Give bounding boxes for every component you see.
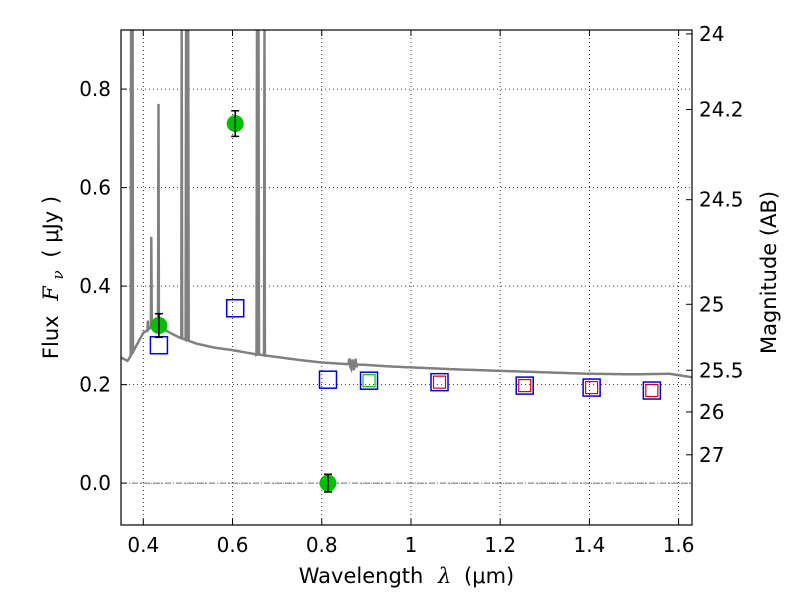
y2-tick-label: 27 <box>699 443 724 467</box>
y-tick-label: 0.4 <box>79 274 111 298</box>
y2-tick-label: 24 <box>699 22 724 46</box>
plot-area <box>121 30 692 379</box>
y-axis-label: Flux F ν ( μJy ) <box>39 196 68 359</box>
x-tick-label: 1.4 <box>573 533 605 557</box>
model-point-red <box>518 379 532 393</box>
y2-tick-label: 25.5 <box>699 358 744 382</box>
x-tick-label: 1.6 <box>663 533 695 557</box>
y-tick-label: 0.8 <box>79 77 111 101</box>
x-tick-label: 1.2 <box>484 533 516 557</box>
observed-point <box>150 312 168 339</box>
model-point-blue <box>642 381 662 400</box>
model-point-red <box>645 383 659 398</box>
model-point-blue <box>149 335 169 355</box>
observed-point <box>226 110 244 138</box>
model-point-blue <box>318 370 338 389</box>
model-point-blue <box>515 376 534 395</box>
data-points <box>149 110 662 493</box>
y2-tick-label: 24.2 <box>699 97 744 121</box>
x-tick-label: 0.4 <box>127 533 159 557</box>
model-point-blue <box>582 378 601 397</box>
y-tick-label: 0.6 <box>79 176 111 200</box>
x-tick-label: 1 <box>405 533 418 557</box>
axes-frame <box>120 29 693 526</box>
x-tick-label: 0.8 <box>306 533 338 557</box>
model-point-green <box>362 374 376 388</box>
y-tick-label: 0.2 <box>79 373 111 397</box>
model-point-blue <box>225 299 245 318</box>
grid <box>121 30 692 525</box>
x-tick-label: 0.6 <box>217 533 249 557</box>
y2-tick-label: 24.5 <box>699 188 744 212</box>
model-point-blue <box>430 372 449 392</box>
axis-ticks: 0.4 0.6 0.8 1 1.2 1.4 1.6 0.0 0.2 0.4 0.6 0.8 24 24.2… <box>79 22 743 557</box>
y2-tick-label: 26 <box>699 400 724 424</box>
observed-point <box>319 473 337 493</box>
y2-tick-label: 25 <box>699 292 724 316</box>
model-point-blue <box>359 371 379 390</box>
y2-axis-label: Magnitude (AB) <box>757 191 781 354</box>
model-point-red <box>432 375 447 389</box>
model-point-red <box>585 380 599 395</box>
template-spectrum-line <box>121 30 692 379</box>
x-axis-label: Wavelength λ (μm) <box>299 564 514 588</box>
y-tick-label: 0.0 <box>79 471 111 495</box>
